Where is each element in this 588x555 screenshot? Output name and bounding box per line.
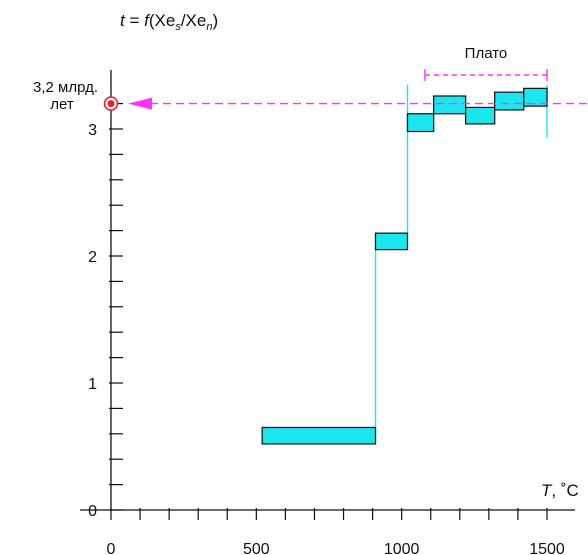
- age-arrow-head: [128, 97, 152, 110]
- ticks: 0 1 2 3 0 500 1000 1500: [88, 102, 565, 555]
- x-tick-label: 0: [107, 541, 116, 555]
- y-tick-label: 0: [88, 503, 97, 520]
- y-tick-label: 1: [88, 376, 97, 393]
- chart-title: t = f(Xes/Xen): [120, 11, 218, 33]
- x-axis-var: T: [541, 481, 553, 500]
- step-bar-7: [523, 87, 548, 107]
- age-steps: [261, 84, 548, 445]
- title-mid: /Xe: [181, 11, 207, 30]
- x-tick-label: 1500: [529, 541, 565, 555]
- y-tick-label: 3: [88, 122, 97, 139]
- title-f: f: [144, 11, 151, 30]
- age-label-line2: лет: [50, 96, 74, 113]
- title-t: t: [120, 11, 126, 30]
- x-axis-unit: , ˚C: [551, 481, 578, 500]
- plateau-label: Плато: [465, 45, 508, 62]
- x-axis-label: T, ˚C: [541, 481, 579, 500]
- axes: [80, 70, 575, 511]
- title-suffix: ): [212, 11, 218, 30]
- x-tick-label: 500: [243, 541, 270, 555]
- y-tick-label: 2: [88, 249, 97, 266]
- age-marker-inner: [107, 100, 115, 108]
- age-label-line1: 3,2 млрд.: [33, 79, 98, 96]
- step-bar-4: [433, 95, 467, 115]
- step-bar-1: [261, 426, 377, 445]
- x-tick-label: 1000: [384, 541, 420, 555]
- annotations: Плато 3,2 млрд.лет: [33, 45, 588, 113]
- step-bar-2: [374, 232, 409, 251]
- title-sub-n: n: [206, 21, 212, 33]
- step-bar-5: [465, 106, 496, 125]
- title-sub-s: s: [175, 21, 181, 33]
- title-open: (Xe: [149, 11, 175, 30]
- title-eq: =: [125, 11, 144, 30]
- step-bar-6: [494, 91, 525, 111]
- chart-title-text: t = f(Xes/Xen): [120, 11, 218, 33]
- step-bar-3: [406, 113, 435, 133]
